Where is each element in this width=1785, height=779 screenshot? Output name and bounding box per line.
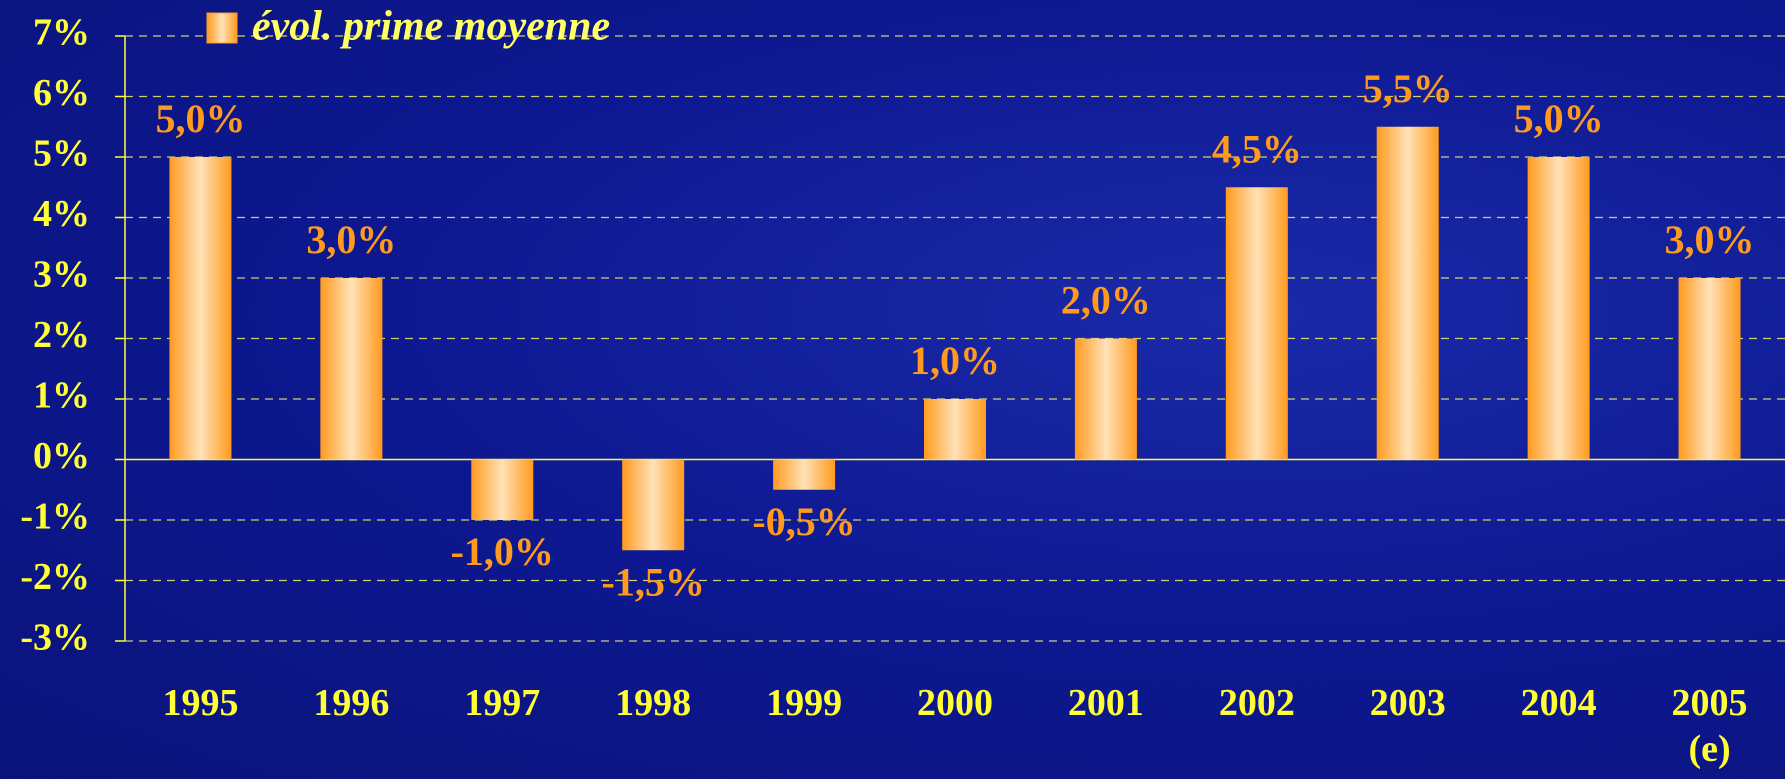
data-label: 5,0% bbox=[155, 96, 245, 141]
x-tick-label: 1995 bbox=[162, 682, 239, 724]
y-tick-label: 5% bbox=[33, 133, 90, 175]
y-tick-label: 7% bbox=[33, 12, 90, 54]
y-tick-label: 3% bbox=[33, 254, 90, 296]
data-label: -1,0% bbox=[451, 529, 554, 574]
y-tick-label: 1% bbox=[33, 375, 90, 417]
bar bbox=[1074, 338, 1137, 460]
x-tick-label: 2004 bbox=[1520, 682, 1597, 724]
data-label: -0,5% bbox=[752, 499, 855, 544]
bar bbox=[169, 157, 232, 460]
bar bbox=[1527, 157, 1590, 460]
y-tick-label: -2% bbox=[20, 556, 90, 598]
x-tick-label: 1997 bbox=[464, 682, 541, 724]
x-tick-label: 2003 bbox=[1369, 682, 1446, 724]
bar bbox=[1225, 187, 1288, 460]
x-tick-label: 2002 bbox=[1218, 682, 1295, 724]
y-tick-label: 0% bbox=[33, 435, 90, 477]
y-tick-label: 4% bbox=[33, 193, 90, 235]
bar bbox=[924, 399, 986, 460]
bar bbox=[622, 459, 685, 551]
bar bbox=[773, 459, 836, 490]
bar bbox=[1376, 126, 1439, 460]
data-label: 1,0% bbox=[910, 338, 1000, 383]
x-tick-label: 2000 bbox=[917, 682, 993, 724]
x-tick-label: 2001 bbox=[1067, 682, 1144, 724]
y-tick-label: -3% bbox=[20, 617, 90, 659]
data-label: 2,0% bbox=[1061, 278, 1151, 323]
data-label: 3,0% bbox=[1665, 217, 1755, 262]
data-label: -1,5% bbox=[602, 559, 705, 604]
bar bbox=[1678, 278, 1741, 460]
legend-swatch bbox=[206, 12, 238, 44]
data-label: 3,0% bbox=[306, 217, 396, 262]
y-tick-label: 2% bbox=[33, 314, 90, 356]
bar bbox=[471, 459, 534, 520]
x-tick-label: 1998 bbox=[615, 682, 692, 724]
data-label: 4,5% bbox=[1212, 126, 1302, 171]
x-tick-label: 1996 bbox=[313, 682, 390, 724]
y-tick-label: 6% bbox=[33, 72, 90, 114]
legend-label: évol. prime moyenne bbox=[252, 4, 610, 50]
data-label: 5,5% bbox=[1363, 66, 1453, 111]
x-tick-label: 1999 bbox=[766, 682, 843, 724]
data-label: 5,0% bbox=[1514, 96, 1604, 141]
bar bbox=[320, 278, 383, 460]
y-tick-label: -1% bbox=[20, 496, 90, 538]
x-tick-label: 2005 (e) bbox=[1671, 682, 1748, 770]
